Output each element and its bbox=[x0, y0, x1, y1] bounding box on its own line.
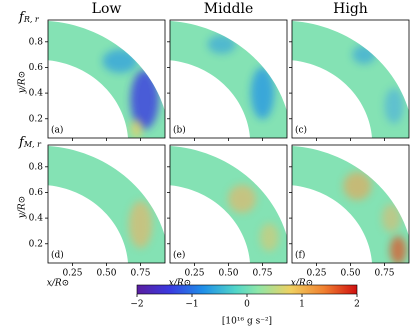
panel-label: (e) bbox=[173, 250, 185, 261]
colorbar-label: [10¹⁶ g s⁻²] bbox=[222, 317, 272, 327]
texture bbox=[228, 184, 279, 252]
x-tick-label: 0.50 bbox=[218, 269, 238, 279]
row-label-symbol: f bbox=[18, 10, 26, 25]
texture-blob bbox=[102, 49, 138, 73]
texture-blob bbox=[259, 223, 279, 252]
panel-label: (d) bbox=[51, 250, 64, 261]
x-axis-label: x/R⊙ bbox=[291, 279, 313, 289]
colorbar-tick-label: −2 bbox=[130, 300, 143, 310]
colorbar-tick-label: −1 bbox=[185, 300, 198, 310]
y-tick-label: 0.2 bbox=[29, 239, 43, 249]
texture-blob bbox=[389, 236, 407, 263]
annulus bbox=[170, 145, 287, 263]
panel bbox=[170, 20, 287, 138]
texture-blob bbox=[128, 200, 153, 249]
y-tick-label: 0.6 bbox=[29, 188, 44, 198]
colorbar-tick-label: 2 bbox=[354, 300, 360, 310]
y-axis-label: y/R⊙ bbox=[18, 71, 28, 94]
x-tick-label: 0.75 bbox=[130, 269, 150, 279]
y-tick-label: 0.8 bbox=[29, 162, 44, 172]
panel-label: (f) bbox=[295, 250, 305, 261]
colorbar-tick-label: 0 bbox=[244, 300, 250, 310]
panel bbox=[48, 145, 165, 263]
x-tick-label: 0.25 bbox=[184, 269, 204, 279]
texture-blob bbox=[381, 203, 401, 233]
y-tick-label: 0.4 bbox=[29, 214, 44, 224]
texture-blob bbox=[384, 88, 404, 124]
row-label-subscript: R, r bbox=[23, 15, 40, 24]
x-tick-label: 0.75 bbox=[252, 269, 272, 279]
column-title: Middle bbox=[204, 1, 254, 17]
x-axis-label: x/R⊙ bbox=[169, 279, 191, 289]
colorbar-tick-label: 1 bbox=[299, 300, 305, 310]
y-axis-label: y/R⊙ bbox=[18, 196, 28, 219]
panel-label: (b) bbox=[173, 125, 186, 136]
x-tick-label: 0.25 bbox=[306, 269, 326, 279]
x-tick-label: 0.50 bbox=[340, 269, 360, 279]
column-title: High bbox=[333, 1, 368, 17]
annulus bbox=[292, 20, 409, 138]
x-tick-label: 0.75 bbox=[374, 269, 394, 279]
y-tick-label: 0.8 bbox=[29, 37, 44, 47]
x-tick-label: 0.50 bbox=[96, 269, 116, 279]
texture-blob bbox=[130, 119, 143, 138]
y-tick-label: 0.6 bbox=[29, 63, 44, 73]
y-tick-label: 0.2 bbox=[29, 114, 43, 124]
panel bbox=[170, 145, 287, 263]
colorbar bbox=[136, 284, 358, 295]
texture-blob bbox=[250, 67, 275, 120]
texture-blob bbox=[130, 70, 159, 130]
row-label-subscript: M, r bbox=[23, 140, 42, 149]
column-title: Low bbox=[92, 1, 122, 17]
x-tick-label: 0.25 bbox=[62, 269, 82, 279]
row-label: fM, r bbox=[18, 135, 42, 150]
x-axis-label: x/R⊙ bbox=[47, 279, 69, 289]
y-tick-label: 0.4 bbox=[29, 89, 44, 99]
panel bbox=[292, 145, 409, 263]
panel bbox=[292, 20, 409, 138]
texture bbox=[207, 34, 275, 120]
annulus bbox=[292, 145, 409, 263]
texture bbox=[102, 49, 159, 138]
panel-label: (c) bbox=[295, 125, 307, 136]
texture bbox=[343, 171, 407, 263]
panel-label: (a) bbox=[51, 125, 63, 136]
texture-blob bbox=[352, 45, 376, 65]
texture bbox=[128, 200, 153, 249]
texture-blob bbox=[343, 171, 372, 201]
texture-blob bbox=[207, 34, 236, 54]
row-label: fR, r bbox=[18, 10, 40, 25]
row-label-symbol: f bbox=[18, 135, 26, 150]
texture-blob bbox=[228, 184, 257, 214]
panel bbox=[48, 20, 165, 138]
